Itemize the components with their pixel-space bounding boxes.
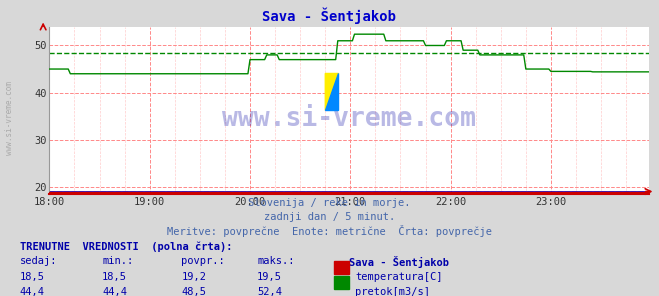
Text: 48,5: 48,5 [181,287,206,296]
Text: Sava - Šentjakob: Sava - Šentjakob [262,7,397,24]
Text: 18,5: 18,5 [102,272,127,282]
Polygon shape [326,73,339,110]
Text: www.si-vreme.com: www.si-vreme.com [222,106,476,132]
Text: 19,5: 19,5 [257,272,282,282]
Text: 44,4: 44,4 [102,287,127,296]
Text: maks.:: maks.: [257,256,295,266]
Text: 19,2: 19,2 [181,272,206,282]
Text: 18,5: 18,5 [20,272,45,282]
Polygon shape [326,73,339,110]
Text: pretok[m3/s]: pretok[m3/s] [355,287,430,296]
Text: 52,4: 52,4 [257,287,282,296]
Text: 44,4: 44,4 [20,287,45,296]
Text: Meritve: povprečne  Enote: metrične  Črta: povprečje: Meritve: povprečne Enote: metrične Črta:… [167,225,492,237]
Text: sedaj:: sedaj: [20,256,57,266]
Text: www.si-vreme.com: www.si-vreme.com [5,81,14,155]
Text: Slovenija / reke in morje.: Slovenija / reke in morje. [248,198,411,208]
Text: Sava - Šentjakob: Sava - Šentjakob [349,256,449,268]
Text: zadnji dan / 5 minut.: zadnji dan / 5 minut. [264,212,395,222]
Text: min.:: min.: [102,256,133,266]
Text: TRENUTNE  VREDNOSTI  (polna črta):: TRENUTNE VREDNOSTI (polna črta): [20,241,232,252]
Text: povpr.:: povpr.: [181,256,225,266]
Text: temperatura[C]: temperatura[C] [355,272,443,282]
